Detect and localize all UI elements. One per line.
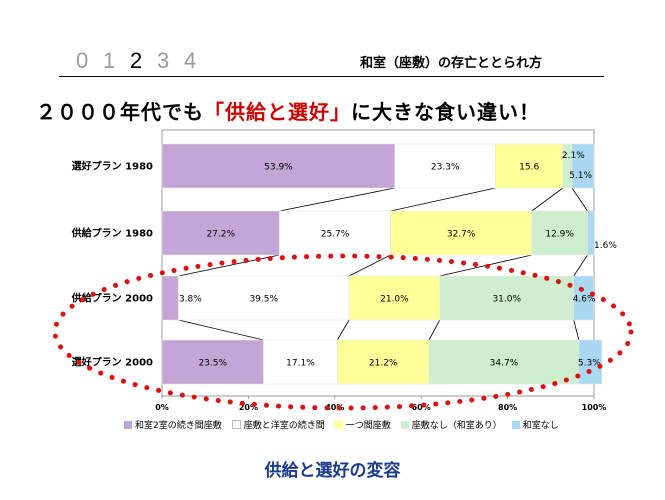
data-label: 31.0% [492,295,521,305]
legend-label: 和室2室の続き間座敷 [135,421,222,431]
series-connector-line [573,319,580,341]
slide-caption: 供給と選好の変容 [264,461,401,481]
data-label: 21.0% [380,295,409,305]
bar-segment [531,210,588,256]
series-connector-line [390,187,496,212]
page-number-2[interactable]: 2 [130,48,143,73]
series-connector-line [337,319,350,341]
section-title: 和室（座敷）の存亡ととられ方 [360,56,543,71]
x-tick-label: 100% [582,403,607,412]
data-label: 1.6% [594,241,617,251]
legend-label: 一つ間座敷 [345,421,391,431]
headline-emphasis: 「供給と選好」 [204,100,351,124]
series-connector-line [178,254,280,277]
x-tick-label: 40% [325,403,344,412]
bar-segment [178,275,350,321]
series-connector-line [428,319,441,341]
headline-suffix: に大きな食い違い！ [351,100,540,124]
series-connector-line [573,254,588,277]
x-tick-label: 0% [155,403,169,412]
headline-prefix: ２０００年代でも [36,100,204,124]
legend-swatch [231,420,241,429]
legend-swatch [511,420,520,429]
bar-segment [587,210,595,256]
legend-swatch [400,420,409,429]
bar-segment [161,143,396,189]
data-label: 39.5% [249,295,278,305]
page-number-0[interactable]: 0 [76,48,89,73]
data-label: 27.2% [206,230,235,240]
page-number-nav: 0 1 2 3 4 [76,48,197,74]
chart-legend: 和室2室の続き間座敷 座敷と洋室の続き間 一つ間座敷 座敷なし（和室あり） 和室… [124,418,559,431]
legend-label: 座敷なし（和室あり） [411,421,502,431]
data-label: 5.3% [578,359,601,369]
bar-segment [578,339,603,385]
bar-segment [279,210,391,256]
data-label: 15.6 [519,163,539,173]
category-label: 選好プラン 1980 [72,160,153,173]
legend-item: 和室なし [511,418,559,431]
data-label: 53.9% [264,163,293,173]
bar-segment [394,143,496,189]
legend-label: 座敷と洋室の続き間 [243,421,325,431]
data-label: 23.3% [431,163,460,173]
x-tick-label: 20% [239,403,258,412]
data-label: 23.5% [198,359,227,369]
headline: ２０００年代でも「供給と選好」に大きな食い違い！ [36,96,646,125]
data-label: 34.7% [490,359,519,369]
bar-segment [263,339,338,385]
x-tick-label: 60% [412,403,431,412]
page-number-1[interactable]: 1 [103,48,116,73]
highlight-ellipse [52,253,634,411]
header-divider [59,76,604,77]
data-label: 2.1% [562,151,585,161]
legend-swatch [124,420,132,429]
legend-item: 一つ間座敷 [334,418,391,431]
bar-segment [161,210,280,256]
data-label: 21.2% [369,359,398,369]
series-connector-line [531,187,564,212]
data-label: 12.9% [545,230,574,240]
data-label: 25.7% [321,230,350,240]
data-label: 4.6% [573,295,596,305]
data-label: 3.8% [179,295,202,305]
series-connector-line [178,319,264,341]
bar-segment [439,275,574,321]
bar-segment [337,339,430,385]
bar-segment [390,210,533,256]
legend-item: 座敷なし（和室あり） [400,418,502,431]
category-label: 選好プラン 2000 [72,356,153,369]
page-number-3[interactable]: 3 [157,48,170,73]
category-label: 供給プラン 1980 [71,227,153,240]
legend-item: 和室2室の続き間座敷 [124,418,222,431]
bar-segment [161,339,264,385]
series-connector-line [279,187,395,212]
plot-area-frame [161,129,595,397]
x-tick-label: 80% [498,403,517,412]
bar-segment [573,275,594,321]
data-label: 17.1% [286,359,315,369]
legend-label: 和室なし [522,421,559,431]
legend-swatch [334,420,343,429]
bar-segment [571,143,595,189]
legend-item: 座敷と洋室の続き間 [231,418,325,431]
data-label: 5.1% [569,171,592,181]
bar-segment [161,275,179,321]
data-label: 32.7% [447,230,476,240]
series-connector-line [571,187,588,212]
page-number-4[interactable]: 4 [184,48,197,73]
series-connector-line [348,254,391,277]
bar-segment [428,339,580,385]
